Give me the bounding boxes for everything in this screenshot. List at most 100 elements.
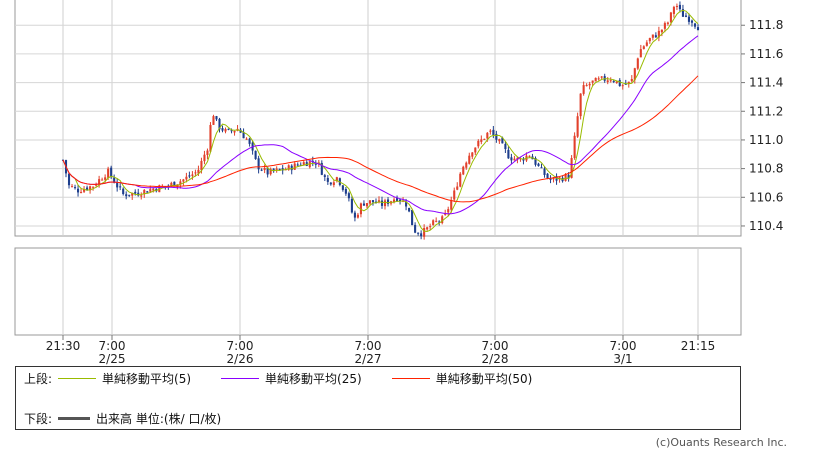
candle-body (146, 191, 149, 193)
candle-body (266, 167, 269, 175)
candle-body (230, 130, 233, 132)
candle-body (278, 168, 281, 170)
candle-body (480, 139, 483, 142)
candle-body (495, 133, 498, 140)
candle-body (474, 147, 477, 153)
legend-swatch-ma25 (221, 377, 260, 379)
candle-body (468, 155, 471, 164)
candle-body (684, 15, 688, 17)
x-tick-time-label: 7:00 (355, 339, 382, 353)
candle-body (158, 185, 161, 193)
candle-body (549, 178, 552, 180)
candle-body (152, 188, 155, 191)
volume-panel (14, 247, 742, 336)
x-tick-time-label: 7:00 (610, 339, 637, 353)
candle-body (73, 187, 77, 189)
candle-body (540, 167, 543, 169)
x-tick-time-label: 7:00 (99, 339, 126, 353)
candle-body (320, 162, 323, 175)
candle-body (149, 189, 152, 192)
candle-body (612, 80, 615, 82)
candle-body (654, 35, 657, 38)
candle-body (113, 177, 116, 183)
candle-body (332, 182, 335, 186)
candle-body (89, 186, 92, 191)
candle-body (326, 177, 329, 182)
legend-label-volume: 出来高 単位:(株/ 口/枚) (96, 411, 222, 426)
x-tick-time-label: 21:15 (681, 339, 716, 353)
candle-body (380, 200, 384, 206)
candle-body (67, 173, 71, 186)
candle-body (200, 160, 203, 171)
candle-body (206, 150, 209, 156)
candle-body (386, 199, 390, 204)
candle-body (302, 162, 305, 165)
candle-body (417, 232, 420, 234)
candle-body (492, 129, 495, 136)
candle-body (666, 22, 669, 24)
candle-body (185, 176, 188, 180)
candle-body (125, 194, 128, 197)
candle-body (528, 155, 531, 157)
candle-body (191, 174, 194, 176)
candle-body (101, 179, 104, 181)
candle-body (594, 77, 597, 82)
candle-body (293, 163, 296, 170)
legend-upper-row: 上段: 単純移動平均(5) 単純移動平均(25) 単純移動平均(50) (24, 370, 558, 386)
candle-body (263, 167, 266, 171)
candle-body (122, 188, 125, 194)
candle-body (552, 177, 555, 180)
candle-body (137, 192, 140, 196)
candle-body (287, 165, 290, 170)
candle-body (681, 9, 685, 17)
candle-body (116, 182, 119, 188)
candle-body (76, 188, 80, 193)
candle-body (128, 194, 131, 196)
candle-body (462, 166, 465, 175)
candle-body (411, 209, 414, 226)
legend-upper-label: 上段: (24, 371, 53, 386)
candle-body (245, 138, 248, 140)
chart: 111.8 111.6 111.4 111.2 111.0 110.8 110.6 110.4… (14, 0, 783, 366)
legend-lower-row: 下段: 出来高 単位:(株/ 口/枚) (24, 410, 221, 426)
candle-body (80, 191, 83, 193)
legend-label-ma5: 単純移動平均(5) (102, 371, 192, 386)
candle-body (399, 199, 402, 202)
candle-body (335, 177, 338, 182)
candle-body (477, 140, 480, 147)
candle-body (657, 30, 660, 38)
candle-body (651, 34, 654, 38)
candle-body (182, 179, 185, 182)
candle-body (588, 83, 591, 86)
candle-body (131, 192, 134, 196)
candle-body (188, 175, 191, 177)
candle-body (396, 198, 399, 201)
x-tick-date-label: 2/26 (227, 352, 254, 366)
candle-body (573, 135, 576, 159)
candle-body (597, 78, 600, 80)
ma-line-50 (62, 75, 699, 203)
candle-body (143, 189, 146, 195)
legend-item-ma50: 単純移動平均(50) (388, 370, 532, 387)
candle-body (624, 83, 627, 85)
candle-body (209, 124, 212, 152)
candle-body (618, 80, 621, 87)
candle-body (450, 200, 453, 210)
candle-body (362, 203, 365, 206)
y-tick-label: 110.8 (749, 162, 783, 176)
candle-body (86, 187, 89, 190)
candle-body (239, 129, 242, 133)
candle-body (510, 157, 513, 161)
candle-body (498, 139, 501, 142)
candle-body (110, 167, 113, 177)
candle-body (534, 157, 537, 165)
candle-body (260, 169, 263, 171)
candle-body (215, 116, 218, 120)
candle-body (489, 130, 492, 132)
candle-body (435, 220, 438, 222)
candle-body (383, 200, 387, 207)
candle-body (609, 80, 612, 82)
candle-body (606, 80, 609, 83)
candle-body (543, 168, 546, 175)
candle-body (591, 80, 594, 83)
